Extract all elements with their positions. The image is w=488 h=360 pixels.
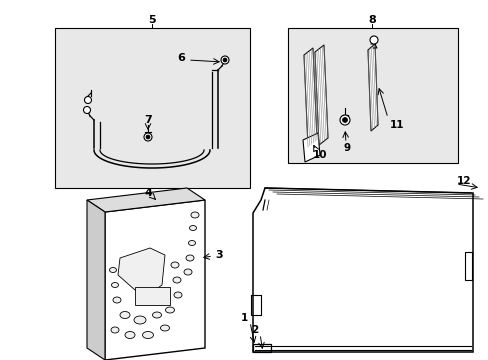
Ellipse shape [174,292,182,298]
Circle shape [342,117,347,122]
Text: 7: 7 [144,115,152,125]
Ellipse shape [142,332,153,338]
Ellipse shape [111,283,118,288]
Circle shape [369,36,377,44]
Polygon shape [304,48,316,147]
Ellipse shape [113,297,121,303]
Text: 1: 1 [240,313,247,323]
Text: 3: 3 [215,250,222,260]
Text: 6: 6 [177,53,184,63]
Bar [464,252,471,280]
Ellipse shape [191,212,199,218]
Text: 4: 4 [144,188,152,198]
Ellipse shape [111,327,119,333]
Polygon shape [118,248,164,295]
Polygon shape [252,188,472,352]
Circle shape [146,135,150,139]
Ellipse shape [134,316,146,324]
Text: 8: 8 [367,15,375,25]
Circle shape [84,96,91,104]
Ellipse shape [188,240,195,246]
Circle shape [143,133,152,141]
Ellipse shape [165,307,174,313]
Polygon shape [314,45,327,145]
Circle shape [83,107,90,113]
Bar [55,28,249,188]
Ellipse shape [173,277,181,283]
Circle shape [221,56,228,64]
Polygon shape [87,188,204,212]
Text: 11: 11 [389,120,404,130]
Text: 2: 2 [250,325,258,335]
Ellipse shape [109,267,116,273]
Text: 10: 10 [312,150,326,160]
Bar [135,287,170,305]
Polygon shape [367,44,377,131]
Ellipse shape [125,332,135,338]
Ellipse shape [120,311,130,319]
Text: 9: 9 [343,143,350,153]
Ellipse shape [171,262,179,268]
Circle shape [223,58,226,62]
Ellipse shape [152,312,161,318]
Text: 12: 12 [456,176,470,186]
Polygon shape [303,133,319,162]
Bar [287,28,457,163]
Polygon shape [105,200,204,360]
Ellipse shape [160,325,169,331]
Ellipse shape [183,269,192,275]
Ellipse shape [189,225,196,230]
Text: 5: 5 [148,15,156,25]
Ellipse shape [185,255,194,261]
Circle shape [339,115,349,125]
Polygon shape [87,200,105,360]
